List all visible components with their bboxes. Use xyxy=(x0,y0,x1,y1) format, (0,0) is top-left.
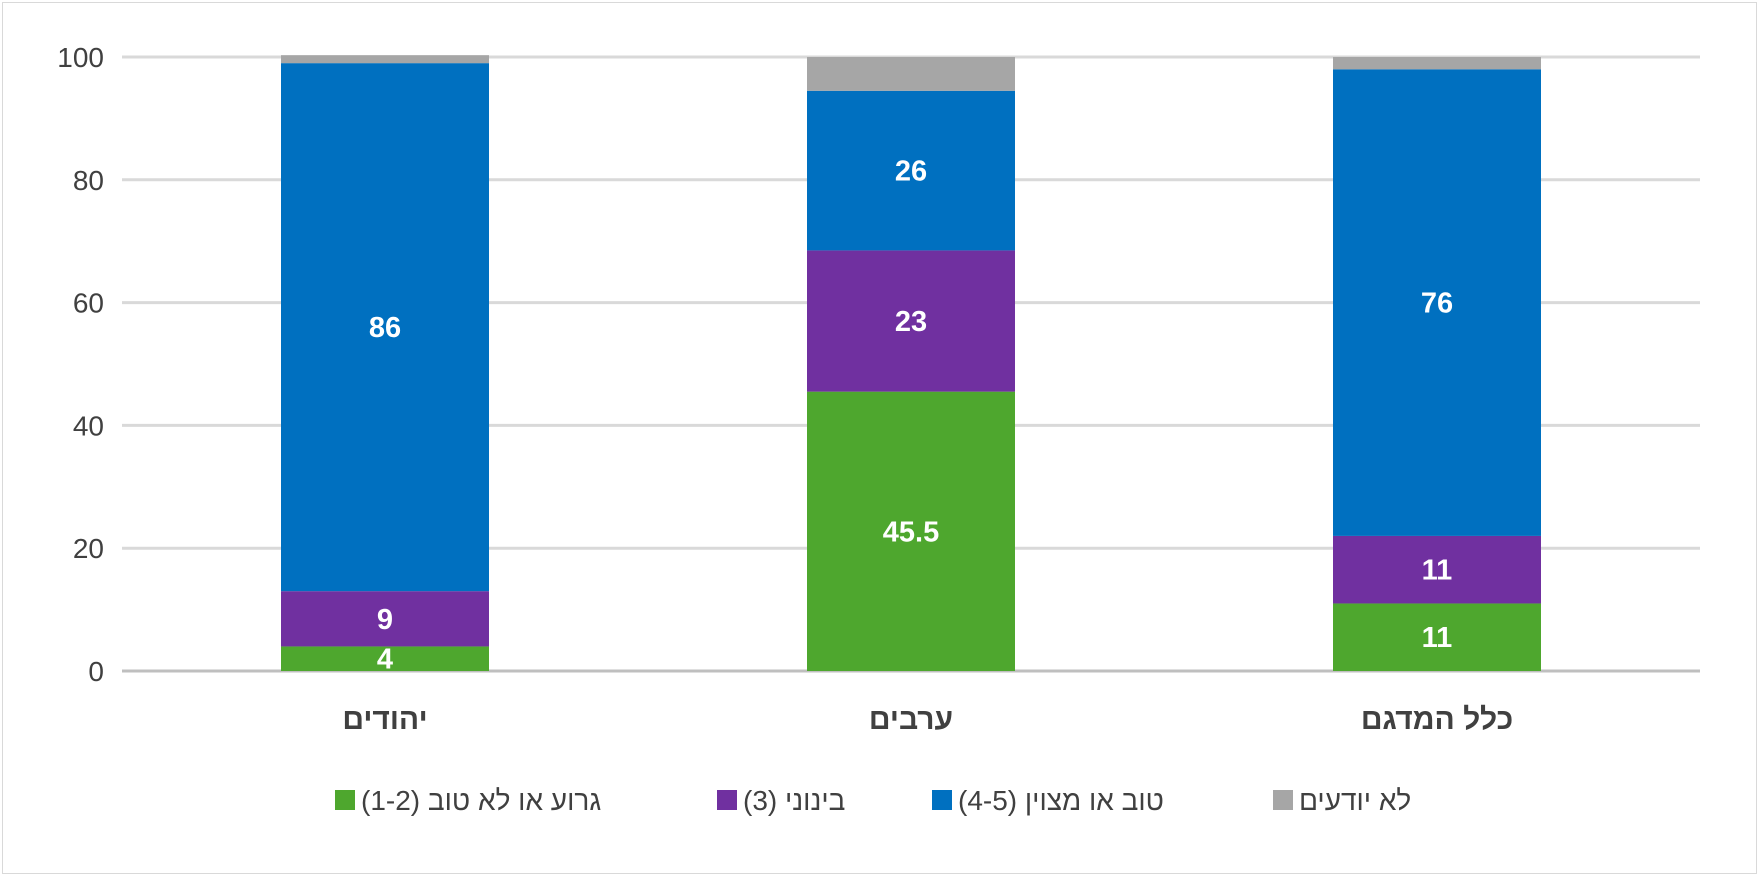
legend-label: גרוע או לא טוב (1-2) xyxy=(361,785,601,816)
y-tick-label: 0 xyxy=(88,656,104,687)
legend-swatch xyxy=(932,790,952,810)
bar-segment xyxy=(1333,57,1541,70)
legend-label: לא יודעים xyxy=(1299,785,1411,816)
legend: גרוע או לא טוב (1-2) בינוני (3) טוב או מצו… xyxy=(335,785,1411,816)
bar-segment xyxy=(281,646,489,671)
bar-segment xyxy=(807,391,1015,671)
legend-swatch xyxy=(717,790,737,810)
legend-label: טוב או מצוין (4-5) xyxy=(958,785,1164,816)
x-tick-label: ערבים xyxy=(869,703,953,736)
data-label: 9 xyxy=(377,604,393,636)
data-label: 45.5 xyxy=(883,516,939,548)
data-label: 11 xyxy=(1422,555,1453,587)
bar-segment xyxy=(281,63,489,592)
y-tick-label: 80 xyxy=(73,165,104,196)
bar-segment xyxy=(1333,603,1541,671)
data-label: 4 xyxy=(377,644,393,676)
bar-segment xyxy=(281,55,489,64)
data-labels: 4 9 86 45.5 23 26 11 11 76 xyxy=(369,156,1453,676)
bar-segment xyxy=(807,90,1015,251)
legend-swatch xyxy=(1273,790,1293,810)
x-tick-label: כלל המדגם xyxy=(1361,703,1513,736)
bar-segment xyxy=(807,57,1015,91)
data-label: 76 xyxy=(1421,288,1453,320)
data-label: 23 xyxy=(895,306,927,338)
bars xyxy=(281,55,1541,671)
y-tick-label: 60 xyxy=(73,288,104,319)
data-label: 11 xyxy=(1422,622,1453,654)
bar-segment xyxy=(281,591,489,647)
bar-segment xyxy=(807,250,1015,392)
data-label: 86 xyxy=(369,312,401,344)
legend-swatch xyxy=(335,790,355,810)
bar-segment xyxy=(1333,535,1541,604)
data-label: 26 xyxy=(895,156,927,188)
x-axis: יהודים ערבים כלל המדגם xyxy=(342,703,1513,736)
y-tick-label: 40 xyxy=(73,410,104,441)
bar-segment xyxy=(1333,69,1541,536)
y-tick-label: 100 xyxy=(57,42,104,73)
x-tick-label: יהודים xyxy=(342,703,427,736)
legend-label: בינוני (3) xyxy=(743,785,845,816)
y-tick-label: 20 xyxy=(73,533,104,564)
y-axis-ticks: 0 20 40 60 80 100 xyxy=(57,42,104,687)
